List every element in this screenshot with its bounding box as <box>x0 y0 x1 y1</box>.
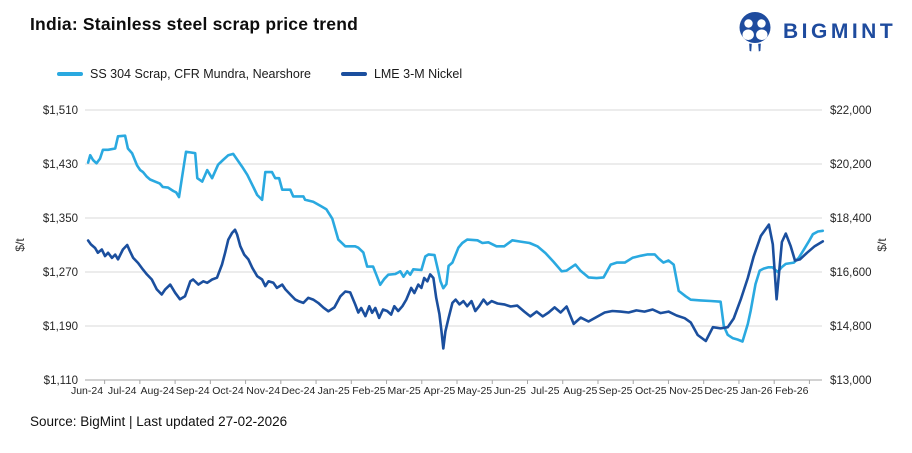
x-axis-month-label: Jul-24 <box>108 385 137 397</box>
x-axis-month-label: Feb-25 <box>352 385 385 397</box>
left-axis-tick-label: $1,270 <box>43 267 78 279</box>
x-axis-month-label: Jun-25 <box>494 385 526 397</box>
x-axis-month-label: Jun-24 <box>71 385 103 397</box>
x-axis-month-label: Jan-26 <box>741 385 773 397</box>
right-axis-tick-label: $20,200 <box>830 159 872 171</box>
x-axis-month-label: Apr-25 <box>424 385 456 397</box>
x-axis-month-label: Jul-25 <box>531 385 560 397</box>
x-axis-month-label: Aug-24 <box>141 385 175 397</box>
x-axis-month-label: Feb-26 <box>775 385 808 397</box>
series-line-lme-nickel <box>86 223 825 350</box>
left-axis-tick-label: $1,190 <box>43 321 78 333</box>
right-axis-tick-label: $16,600 <box>830 267 872 279</box>
x-axis-month-label: Sep-25 <box>599 385 633 397</box>
lme-nickel-legend-label: LME 3-M Nickel <box>373 67 463 81</box>
x-axis-month-label: Dec-24 <box>282 385 316 397</box>
x-axis-month-label: May-25 <box>457 385 492 397</box>
series-line-ss304-scrap <box>86 134 825 343</box>
bigmint-logo-icon <box>735 11 775 53</box>
right-axis-tick-label: $13,000 <box>830 375 872 387</box>
chart-legend: SS 304 Scrap, CFR Mundra, Nearshore LME … <box>57 67 462 81</box>
x-axis-month-label: Aug-25 <box>563 385 597 397</box>
x-axis-month-label: Jan-25 <box>318 385 350 397</box>
right-axis-unit-label: $/t <box>875 238 889 252</box>
source-note: Source: BigMint | Last updated 27-02-202… <box>30 414 288 429</box>
ss304-line-swatch <box>57 72 83 76</box>
legend-item-lme-nickel: LME 3-M Nickel <box>340 67 463 81</box>
x-axis-month-label: Nov-25 <box>669 385 703 397</box>
legend-item-ss304: SS 304 Scrap, CFR Mundra, Nearshore <box>57 67 311 81</box>
x-axis-month-label: Oct-24 <box>212 385 244 397</box>
x-axis-month-label: Dec-25 <box>704 385 738 397</box>
left-axis-tick-label: $1,110 <box>44 375 78 387</box>
left-axis-tick-label: $1,350 <box>43 213 78 225</box>
page-title: India: Stainless steel scrap price trend <box>30 14 358 34</box>
left-axis-unit-label: $/t <box>13 238 27 252</box>
bigmint-logo-wordmark: BIGMINT <box>783 20 897 43</box>
bigmint-logo: BIGMINT <box>735 11 896 53</box>
x-axis-month-label: Nov-24 <box>246 385 280 397</box>
x-axis-month-label: Sep-24 <box>176 385 210 397</box>
x-axis-month-label: Mar-25 <box>388 385 421 397</box>
x-axis-month-label: Oct-25 <box>635 385 667 397</box>
ss304-legend-label: SS 304 Scrap, CFR Mundra, Nearshore <box>90 67 311 81</box>
left-axis-tick-label: $1,510 <box>43 105 78 117</box>
left-axis-tick-label: $1,430 <box>43 159 78 171</box>
right-axis-tick-label: $22,000 <box>830 105 872 117</box>
lme-nickel-line-swatch <box>340 72 367 76</box>
right-axis-tick-label: $18,400 <box>830 213 872 225</box>
right-axis-tick-label: $14,800 <box>830 321 872 333</box>
